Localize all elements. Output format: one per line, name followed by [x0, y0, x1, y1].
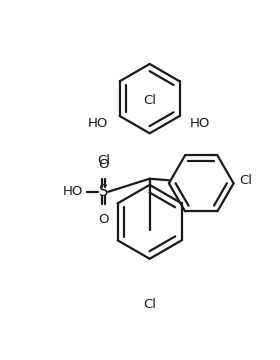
Text: O: O: [98, 158, 109, 171]
Text: Cl: Cl: [143, 94, 156, 107]
Text: HO: HO: [63, 185, 83, 198]
Text: HO: HO: [88, 117, 108, 130]
Text: Cl: Cl: [97, 154, 110, 167]
Text: O: O: [98, 213, 109, 226]
Text: Cl: Cl: [143, 298, 156, 311]
Text: HO: HO: [189, 117, 210, 130]
Text: Cl: Cl: [240, 174, 253, 187]
Text: S: S: [99, 184, 108, 199]
